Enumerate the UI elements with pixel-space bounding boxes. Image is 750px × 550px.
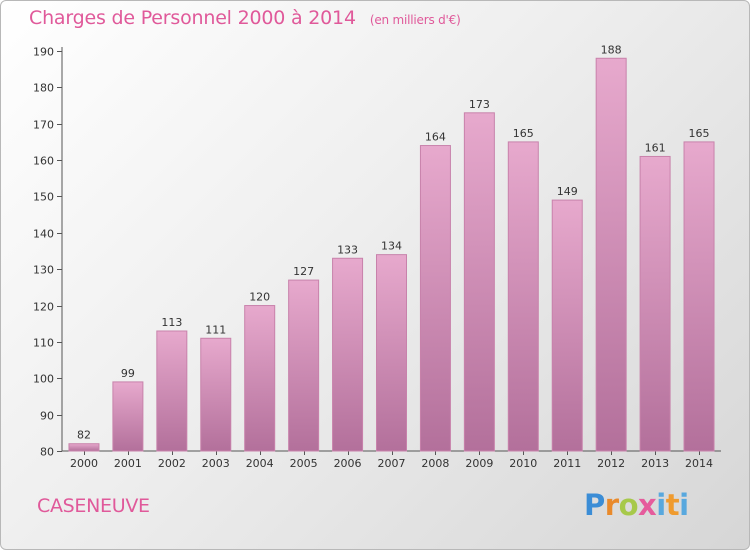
y-tick-label: 190 bbox=[33, 46, 54, 59]
data-label-2001: 99 bbox=[121, 367, 135, 380]
data-label-2013: 161 bbox=[645, 141, 666, 154]
proxiti-logo: Proxiti bbox=[584, 488, 689, 522]
y-tick-label: 170 bbox=[33, 119, 54, 132]
x-tick-label: 2008 bbox=[421, 457, 449, 470]
chart-title: Charges de Personnel 2000 à 2014 (en mill… bbox=[29, 7, 461, 29]
commune-name: CASENEUVE bbox=[37, 495, 150, 517]
data-label-2003: 111 bbox=[205, 323, 226, 336]
y-tick-label: 90 bbox=[40, 410, 54, 423]
y-tick-label: 130 bbox=[33, 264, 54, 277]
bar-2012 bbox=[595, 57, 627, 452]
bar-2010 bbox=[507, 141, 539, 452]
data-label-2009: 173 bbox=[469, 98, 490, 111]
bar-2014 bbox=[683, 141, 715, 452]
data-label-2007: 134 bbox=[381, 240, 402, 253]
data-label-2000: 82 bbox=[77, 429, 91, 442]
x-tick-label: 2012 bbox=[597, 457, 625, 470]
x-tick-label: 2014 bbox=[685, 457, 713, 470]
y-tick-label: 180 bbox=[33, 82, 54, 95]
bar-2005 bbox=[288, 279, 320, 452]
x-tick-label: 2011 bbox=[553, 457, 581, 470]
x-tick-label: 2002 bbox=[158, 457, 186, 470]
x-tick-label: 2003 bbox=[202, 457, 230, 470]
bar-2000 bbox=[68, 443, 100, 452]
data-label-2005: 127 bbox=[293, 265, 314, 278]
y-tick-label: 160 bbox=[33, 155, 54, 168]
chart-subtitle: (en milliers d'€) bbox=[369, 13, 461, 27]
x-tick-label: 2004 bbox=[246, 457, 274, 470]
x-tick-label: 2006 bbox=[334, 457, 362, 470]
y-tick-label: 110 bbox=[33, 337, 54, 350]
bar-2006 bbox=[332, 257, 364, 452]
x-tick-label: 2009 bbox=[465, 457, 493, 470]
bar-2008 bbox=[419, 145, 451, 452]
x-tick-label: 2013 bbox=[641, 457, 669, 470]
bar-2001 bbox=[112, 381, 144, 452]
data-label-2004: 120 bbox=[249, 291, 270, 304]
data-label-2010: 165 bbox=[513, 127, 534, 140]
y-tick-label: 80 bbox=[40, 446, 54, 459]
y-tick-label: 120 bbox=[33, 301, 54, 314]
x-tick-label: 2005 bbox=[290, 457, 318, 470]
bar-2009 bbox=[463, 112, 495, 452]
chart-title-text: Charges de Personnel 2000 à 2014 bbox=[29, 7, 356, 29]
data-label-2011: 149 bbox=[557, 185, 578, 198]
y-tick-label: 140 bbox=[33, 228, 54, 241]
x-tick-label: 2007 bbox=[378, 457, 406, 470]
x-tick-label: 2000 bbox=[70, 457, 98, 470]
bar-2011 bbox=[551, 199, 583, 452]
data-label-2002: 113 bbox=[161, 316, 182, 329]
x-tick-label: 2001 bbox=[114, 457, 142, 470]
data-label-2006: 133 bbox=[337, 243, 358, 256]
bar-2007 bbox=[376, 254, 407, 452]
bar-2004 bbox=[244, 305, 276, 452]
chart-bars bbox=[68, 57, 715, 452]
x-tick-label: 2010 bbox=[509, 457, 537, 470]
data-label-2012: 188 bbox=[601, 43, 622, 56]
bar-2013 bbox=[639, 155, 671, 452]
y-tick-label: 150 bbox=[33, 191, 54, 204]
bar-2002 bbox=[156, 330, 188, 452]
data-label-2014: 165 bbox=[689, 127, 710, 140]
y-tick-label: 100 bbox=[33, 373, 54, 386]
bar-2003 bbox=[200, 337, 232, 452]
data-label-2008: 164 bbox=[425, 131, 446, 144]
chart-data-labels: 82 99 113 111 120 127 133 134 164 173 165 149 188 161… bbox=[77, 43, 710, 441]
